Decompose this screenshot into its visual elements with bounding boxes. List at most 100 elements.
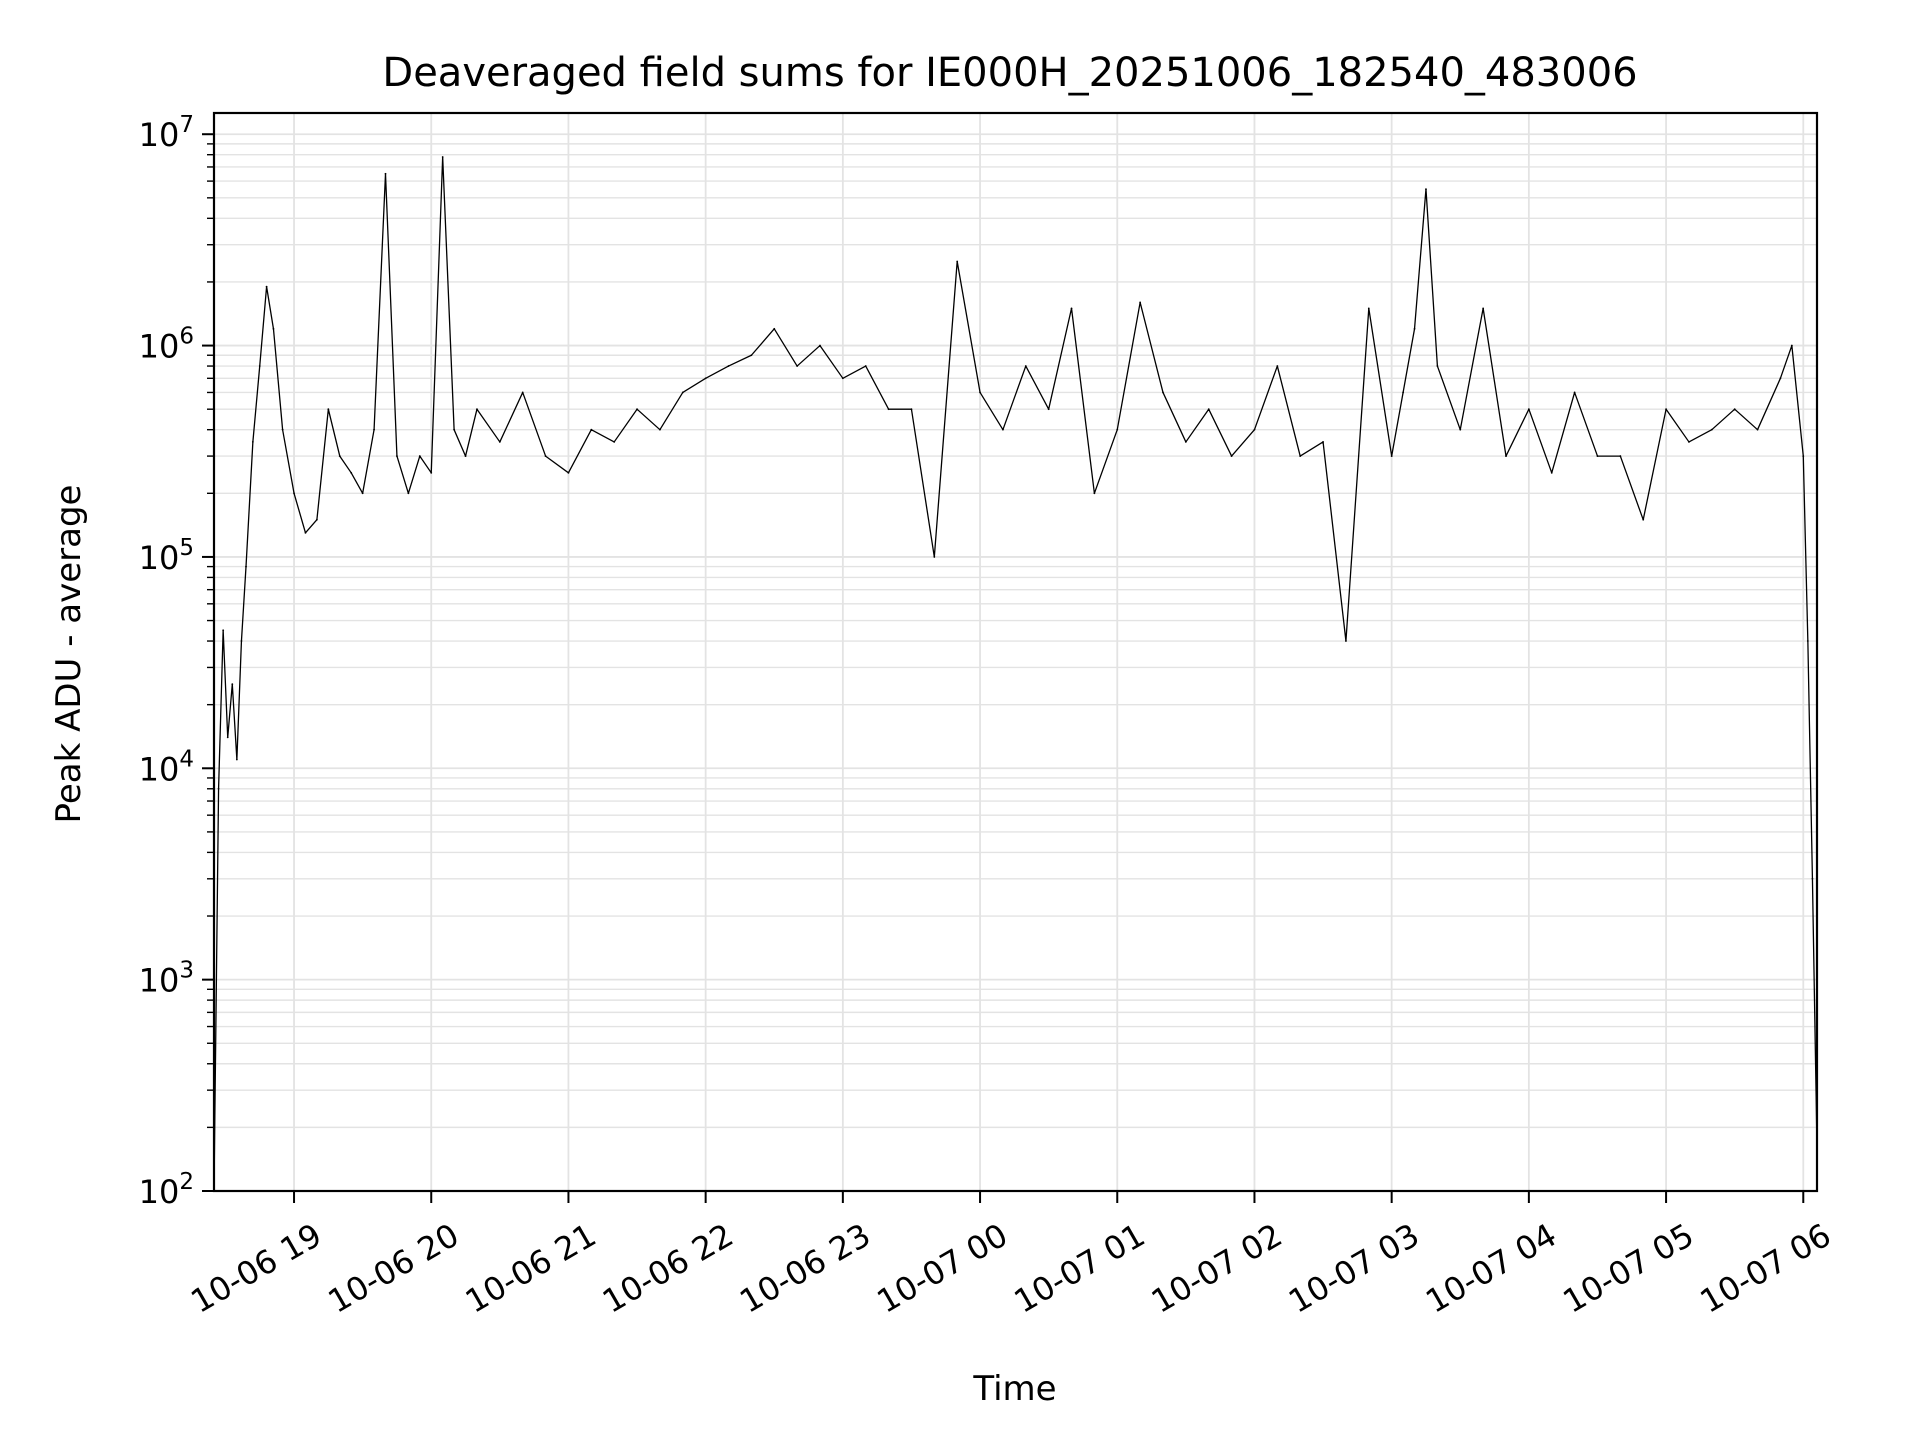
y-tick-label: 102	[139, 1169, 194, 1211]
series-point	[373, 428, 375, 431]
series-point	[590, 428, 593, 431]
series-point	[1436, 365, 1439, 367]
series-point	[796, 365, 799, 367]
series-point	[258, 365, 261, 367]
series-point	[1184, 441, 1187, 443]
series-point	[418, 455, 421, 457]
series-point	[235, 758, 238, 761]
series-line	[213, 156, 1818, 1192]
series-point	[217, 787, 220, 790]
series-point	[1116, 428, 1119, 431]
series-point	[350, 471, 353, 474]
series-point	[1253, 428, 1256, 431]
series-point	[750, 354, 753, 357]
series-point	[544, 455, 547, 457]
series-point	[1779, 377, 1782, 380]
series-point	[521, 391, 524, 394]
plot-frame	[212, 111, 1819, 1193]
series-point	[841, 377, 844, 380]
series-point	[910, 408, 913, 411]
chart-title: Deaveraged field sums for IE000H_2025100…	[382, 50, 1637, 96]
series-point	[1790, 344, 1793, 347]
series-point	[304, 531, 307, 534]
series-point	[222, 629, 225, 632]
series-point	[265, 285, 268, 288]
series-point	[1230, 455, 1233, 457]
y-tick-label: 104	[139, 746, 194, 788]
series-point	[613, 441, 616, 443]
series-point	[1002, 428, 1004, 431]
series-point	[1402, 391, 1405, 394]
series-point	[1413, 327, 1416, 330]
y-tick-label: 107	[139, 112, 194, 154]
series-point	[338, 455, 341, 457]
series-point	[1802, 455, 1805, 457]
series-point	[1688, 441, 1690, 443]
series-point	[396, 455, 398, 457]
series-point	[293, 492, 295, 495]
series-point	[272, 327, 275, 330]
series-point	[1811, 877, 1814, 880]
series-point	[231, 683, 234, 686]
series-point	[453, 428, 456, 431]
series-point	[316, 518, 318, 521]
series-point	[1665, 408, 1667, 411]
series-point	[1390, 455, 1393, 457]
series-point	[240, 640, 243, 642]
series-point	[1093, 492, 1096, 495]
y-tick-label: 106	[139, 324, 194, 366]
series-point	[1806, 640, 1809, 642]
series-point	[430, 471, 433, 474]
series-point	[226, 736, 229, 739]
series-point	[1207, 408, 1210, 411]
series-point	[1459, 428, 1462, 431]
series-point	[1425, 188, 1427, 190]
series-point	[361, 492, 364, 495]
series-point	[384, 172, 387, 175]
series-point	[979, 391, 981, 394]
series-point	[659, 428, 661, 431]
series-point	[1596, 455, 1599, 457]
series-point	[887, 408, 890, 411]
series-point	[1024, 365, 1027, 367]
series-point	[636, 408, 638, 411]
series-point	[327, 408, 330, 411]
series-point	[1505, 455, 1507, 457]
series-point	[1550, 471, 1553, 474]
series-point	[1482, 307, 1485, 310]
series-point	[1276, 365, 1279, 367]
series-point	[567, 471, 570, 474]
series-point	[727, 365, 730, 367]
series-point	[476, 408, 478, 411]
series-point	[498, 441, 501, 443]
series-point	[441, 156, 444, 158]
series-point	[1642, 518, 1645, 521]
series-point	[1619, 455, 1622, 457]
series-point	[1733, 408, 1736, 411]
series-point	[1367, 307, 1370, 310]
series-point	[956, 260, 959, 263]
series-point	[245, 565, 247, 568]
series-point	[864, 365, 867, 367]
y-axis-label: Peak ADU - average	[49, 485, 89, 824]
series-point	[1047, 408, 1050, 411]
series-point	[281, 428, 284, 431]
grid-layer	[214, 113, 1817, 1192]
series-point	[773, 327, 776, 330]
series-point	[1756, 428, 1759, 431]
series-point	[1345, 640, 1347, 642]
series-point	[1322, 441, 1324, 443]
series-point	[464, 455, 467, 457]
y-tick-label: 103	[139, 958, 194, 1000]
series-point	[1139, 301, 1142, 304]
series-point	[1299, 455, 1302, 457]
series-point	[681, 391, 684, 394]
series-point	[251, 441, 254, 443]
y-tick-label: 105	[139, 535, 194, 577]
series-point	[819, 344, 821, 347]
series-point	[1070, 307, 1073, 310]
series-point	[1710, 428, 1713, 431]
